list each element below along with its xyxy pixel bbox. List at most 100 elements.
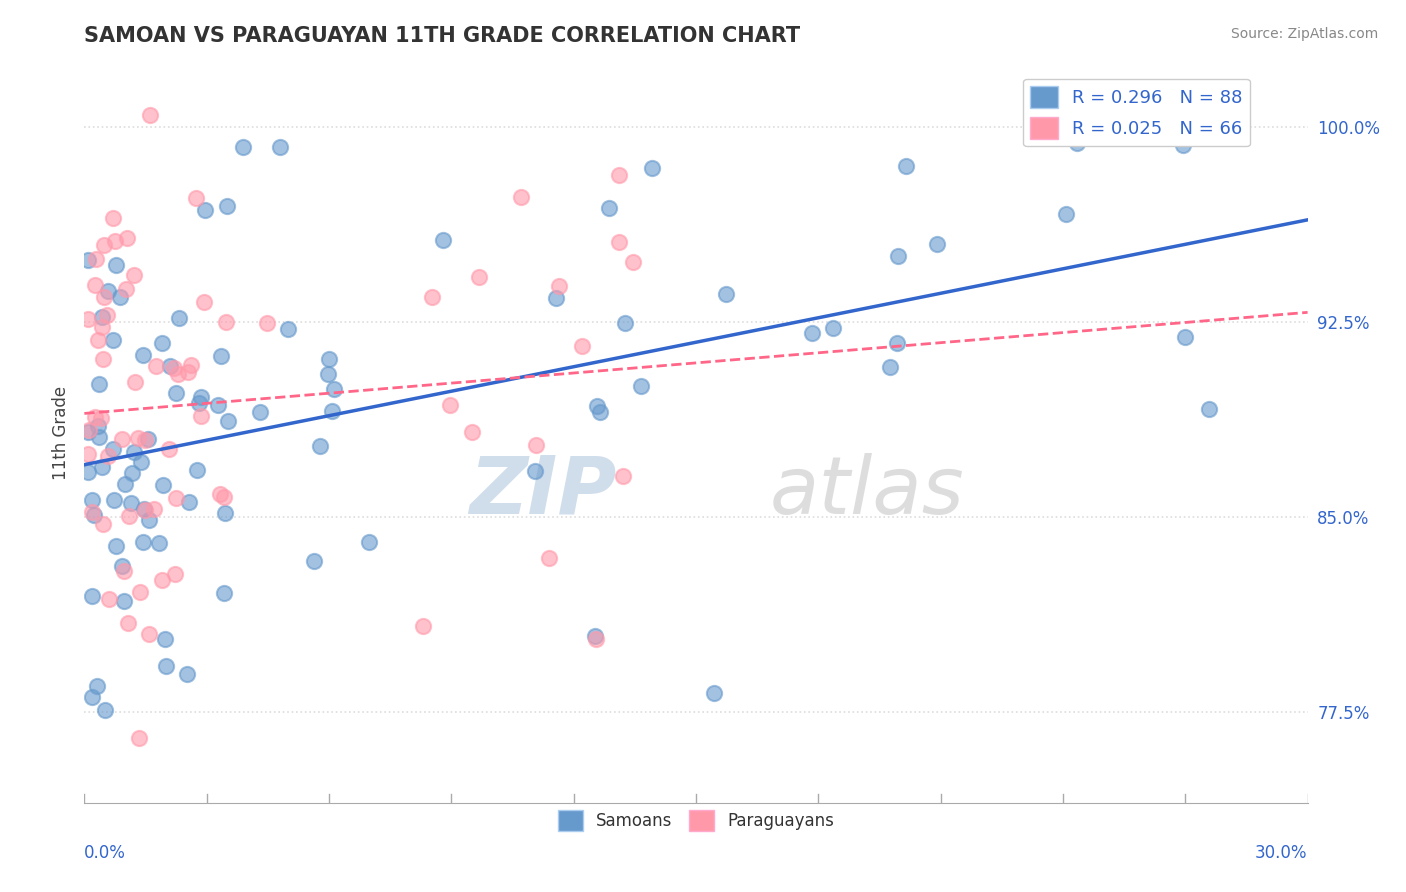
Point [87,377,110,392]
Point [167,310,190,325]
Point [609,235,631,249]
Point [703,686,725,700]
Point [127,431,149,445]
Point [153,632,176,646]
Point [461,425,484,439]
Point [186,462,208,476]
Point [269,139,291,153]
Point [159,359,181,373]
Point [91,351,114,366]
Point [207,398,229,412]
Point [879,360,901,375]
Point [103,493,125,508]
Point [548,279,571,293]
Point [318,351,340,366]
Point [77,253,100,268]
Point [77,311,100,326]
Point [187,395,209,409]
Point [163,360,186,375]
Point [91,517,114,532]
Point [823,320,845,334]
Point [114,564,136,578]
Point [138,626,160,640]
Point [93,237,115,252]
Point [150,573,173,587]
Point [124,375,146,389]
Point [142,501,165,516]
Point [122,445,145,459]
Point [138,513,160,527]
Point [886,249,908,263]
Point [583,629,606,643]
Point [165,385,187,400]
Point [91,460,114,475]
Point [129,455,152,469]
Point [621,255,644,269]
Point [82,589,104,603]
Point [439,398,461,412]
Point [145,359,167,374]
Point [101,333,124,347]
Point [249,405,271,419]
Point [209,487,232,501]
Point [432,233,454,247]
Point [1066,136,1088,150]
Point [105,258,128,272]
Point [612,469,634,483]
Point [215,199,238,213]
Point [134,433,156,447]
Point [925,237,948,252]
Point [159,442,181,457]
Point [112,594,135,608]
Point [1198,402,1220,417]
Point [80,493,103,508]
Point [86,334,108,348]
Point [134,501,156,516]
Point [217,414,239,428]
Point [148,536,170,550]
Point [104,539,127,553]
Point [150,335,173,350]
Point [209,349,232,363]
Point [323,382,346,396]
Point [132,348,155,362]
Point [630,379,652,393]
Point [97,449,120,463]
Point [586,399,609,413]
Point [180,358,202,372]
Point [86,252,108,266]
Point [468,269,491,284]
Point [232,139,254,153]
Text: ZIP: ZIP [470,453,616,531]
Point [122,268,145,283]
Point [190,409,212,423]
Point [193,295,215,310]
Point [77,447,100,461]
Point [104,234,127,248]
Point [214,506,236,520]
Point [359,535,381,549]
Point [103,211,125,225]
Point [714,287,737,301]
Point [117,615,139,630]
Point [316,368,339,382]
Point [509,190,531,204]
Point [96,308,118,322]
Point [544,291,567,305]
Point [321,404,343,418]
Point [166,367,188,381]
Point [94,703,117,717]
Point [190,390,212,404]
Point [212,491,235,505]
Point [176,667,198,681]
Point [139,108,162,122]
Point [83,277,105,292]
Point [641,161,664,175]
Point [136,432,159,446]
Point [97,591,120,606]
Point [115,230,138,244]
Point [80,690,103,704]
Point [165,491,187,505]
Point [121,466,143,480]
Point [118,509,141,524]
